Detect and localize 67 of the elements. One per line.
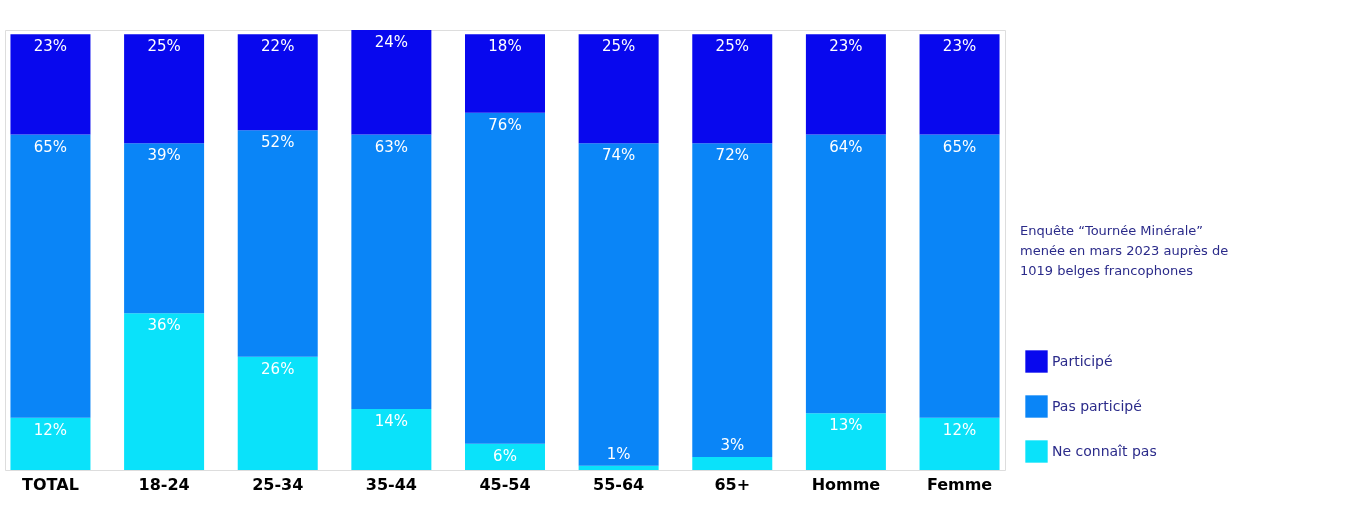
- bar: [692, 34, 773, 144]
- data-label: 26%: [261, 359, 295, 378]
- bar: [237, 34, 318, 131]
- data-label: 12%: [33, 420, 68, 439]
- data-label: 14%: [374, 412, 409, 431]
- bar: [919, 34, 1000, 135]
- bar: [919, 417, 1000, 470]
- legend-label: Ne connaît pas: [1052, 442, 1157, 459]
- x-tick-label: 18-24: [138, 474, 190, 494]
- bar: [351, 409, 432, 470]
- bar: [124, 313, 205, 470]
- data-label: 65%: [942, 137, 977, 156]
- data-label: 25%: [601, 37, 636, 56]
- data-label: 63%: [374, 137, 409, 156]
- bar: [124, 143, 205, 314]
- data-label: 23%: [33, 37, 68, 56]
- bar: [805, 134, 886, 414]
- data-label: 12%: [942, 420, 977, 439]
- data-label: 25%: [147, 37, 181, 56]
- data-label: 23%: [829, 37, 863, 56]
- bar: [351, 134, 432, 410]
- bar: [10, 34, 91, 135]
- bar: [237, 356, 318, 470]
- legend-label: Pas participé: [1052, 397, 1142, 414]
- x-tick-label: Femme: [926, 474, 993, 494]
- bar: [919, 134, 1000, 418]
- bar: [465, 34, 545, 113]
- text: Enquête “Tournée Minérale” menée en mars 2023 auprès de 1019 belges francophones: [1020, 223, 1229, 278]
- x-tick-label: 35-44: [365, 474, 417, 494]
- data-label: 39%: [147, 146, 181, 165]
- bar: [10, 134, 91, 418]
- x-tick-label: 65+: [714, 474, 751, 494]
- bar: [465, 112, 545, 444]
- bar: [578, 34, 659, 144]
- bar: [578, 143, 659, 466]
- bar: [351, 30, 432, 135]
- data-label: 6%: [493, 446, 517, 465]
- bar: [692, 456, 773, 470]
- data-label: 36%: [147, 316, 181, 335]
- data-label: 24%: [374, 33, 409, 51]
- x-tick-label: Homme: [811, 474, 881, 494]
- data-label: 64%: [829, 137, 863, 156]
- bar: [805, 413, 886, 470]
- legend-label: Participé: [1052, 352, 1113, 369]
- data-label: 1%: [606, 444, 631, 463]
- bar: [10, 417, 91, 470]
- bar: [692, 143, 773, 457]
- data-label: 72%: [715, 146, 749, 165]
- x-tick-label: 25-34: [252, 474, 304, 494]
- data-label: 74%: [601, 146, 636, 165]
- data-label: 23%: [942, 37, 977, 56]
- data-label: 76%: [488, 115, 522, 134]
- x-tick-label: 45-54: [479, 474, 531, 494]
- bar: [124, 34, 205, 144]
- data-label: 3%: [720, 435, 745, 454]
- x-tick-label: 55-64: [593, 474, 645, 494]
- bar: [578, 465, 659, 470]
- x-tick-label: TOTAL: [22, 474, 79, 494]
- data-label: 25%: [715, 37, 749, 56]
- data-label: 22%: [261, 37, 295, 56]
- bar: [805, 34, 886, 135]
- data-label: 18%: [488, 37, 522, 56]
- data-label: 13%: [829, 416, 863, 435]
- data-label: 52%: [261, 133, 295, 152]
- bar: [237, 130, 318, 357]
- data-label: 65%: [33, 137, 68, 156]
- bar: [465, 443, 545, 470]
